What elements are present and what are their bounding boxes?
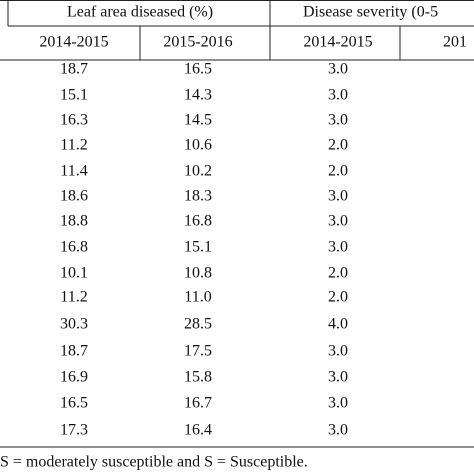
cell: 3.0 bbox=[328, 369, 348, 386]
cell: 11.4 bbox=[60, 163, 87, 180]
cell: 15.1 bbox=[60, 87, 88, 104]
cell: 3.0 bbox=[328, 239, 348, 256]
cell: 15.1 bbox=[184, 239, 212, 256]
cell: 4.0 bbox=[328, 316, 348, 333]
cell: 11.0 bbox=[184, 289, 211, 306]
cell: 17.5 bbox=[184, 343, 212, 360]
group-header: Leaf area diseased (%) bbox=[67, 4, 213, 21]
cell: 28.5 bbox=[184, 316, 212, 333]
cell: 11.2 bbox=[60, 289, 87, 306]
cell: 3.0 bbox=[328, 61, 348, 78]
cell: 3.0 bbox=[328, 213, 348, 230]
cell: 2.0 bbox=[328, 137, 348, 154]
group-header: Disease severity (0-5 bbox=[303, 4, 438, 21]
cell: 16.5 bbox=[60, 395, 88, 412]
cell: 18.7 bbox=[60, 343, 88, 360]
cell: 16.8 bbox=[60, 239, 88, 256]
cell: 10.2 bbox=[184, 163, 212, 180]
cell: 16.8 bbox=[184, 213, 212, 230]
cell: 16.9 bbox=[60, 369, 88, 386]
cell: 3.0 bbox=[328, 422, 348, 439]
column-header: 2014-2015 bbox=[303, 34, 372, 51]
cell: 30.3 bbox=[60, 316, 88, 333]
cell: 10.1 bbox=[60, 265, 88, 282]
cell: 11.2 bbox=[60, 137, 87, 154]
cell: 2.0 bbox=[328, 289, 348, 306]
cell: 18.8 bbox=[60, 213, 88, 230]
cell: 18.3 bbox=[184, 188, 212, 205]
cell: 16.5 bbox=[184, 61, 212, 78]
cell: 3.0 bbox=[328, 343, 348, 360]
cell: 16.3 bbox=[60, 112, 88, 129]
cell: 2.0 bbox=[328, 163, 348, 180]
cell: 15.8 bbox=[184, 369, 212, 386]
cell: 18.6 bbox=[60, 188, 88, 205]
cell: 3.0 bbox=[328, 395, 348, 412]
column-header: 2014-2015 bbox=[39, 34, 108, 51]
cell: 3.0 bbox=[328, 87, 348, 104]
footnote: S = moderately susceptible and S = Susce… bbox=[0, 454, 308, 471]
cell: 3.0 bbox=[328, 112, 348, 129]
cell: 10.6 bbox=[184, 137, 212, 154]
cell: 10.8 bbox=[184, 265, 212, 282]
column-header: 2015-2016 bbox=[163, 34, 232, 51]
cell: 14.5 bbox=[184, 112, 212, 129]
cell: 3.0 bbox=[328, 188, 348, 205]
column-header: 201 bbox=[443, 34, 467, 51]
cell: 16.7 bbox=[184, 395, 212, 412]
cell: 17.3 bbox=[60, 422, 88, 439]
cell: 18.7 bbox=[60, 61, 88, 78]
cell: 16.4 bbox=[184, 422, 212, 439]
cell: 14.3 bbox=[184, 87, 212, 104]
cell: 2.0 bbox=[328, 265, 348, 282]
